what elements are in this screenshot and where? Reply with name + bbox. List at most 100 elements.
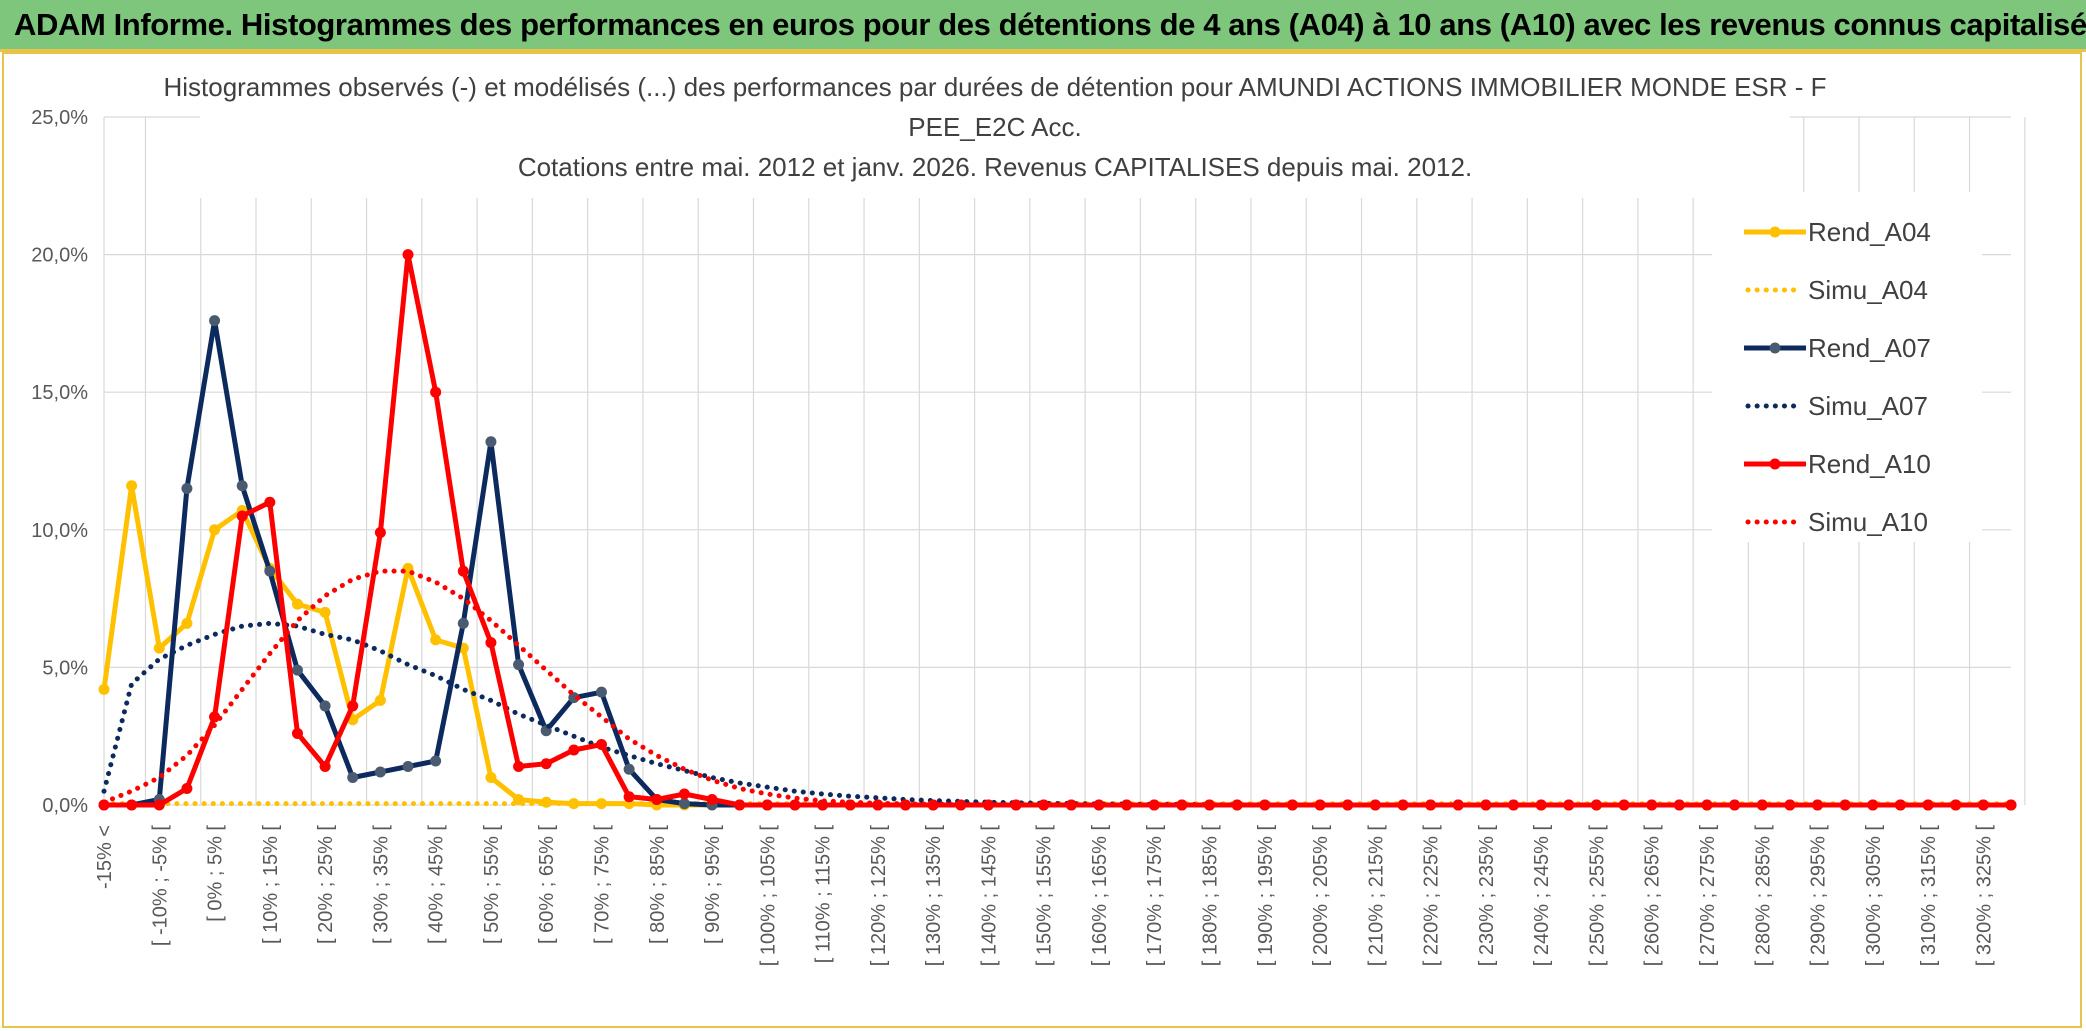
x-tick-label: [ 310% ; 315% [ (1918, 825, 1940, 967)
data-point-rend-a07 (374, 766, 386, 778)
data-point-rend-a04 (485, 771, 497, 783)
x-tick-label: [ 60% ; 65% [ (536, 825, 558, 944)
data-point-rend-a10 (1204, 799, 1216, 811)
data-point-rend-a10 (595, 738, 607, 750)
chart-title-line2: PEE_E2C Acc. (908, 112, 1081, 142)
y-tick-label: 25,0% (31, 107, 88, 129)
data-point-rend-a10 (789, 799, 801, 811)
x-tick-label: [ 250% ; 255% [ (1586, 825, 1608, 967)
data-point-rend-a10 (1314, 799, 1326, 811)
y-tick-label: 20,0% (31, 245, 88, 267)
data-point-rend-a10 (1950, 799, 1962, 811)
data-point-rend-a10 (1369, 799, 1381, 811)
legend-label-rend-a10: Rend_A10 (1808, 449, 1931, 479)
x-tick-label: [ 210% ; 215% [ (1365, 825, 1387, 967)
x-tick-label: [ 110% ; 115% [ (813, 825, 835, 964)
x-tick-label: [ 290% ; 295% [ (1808, 825, 1830, 967)
x-tick-label: [ 120% ; 125% [ (868, 825, 890, 967)
data-point-rend-a07 (347, 771, 359, 783)
x-tick-label: [ 40% ; 45% [ (426, 825, 448, 944)
data-point-rend-a04 (98, 683, 110, 695)
legend-label-rend-a07: Rend_A07 (1808, 333, 1931, 363)
data-point-rend-a10 (181, 782, 193, 794)
data-point-rend-a04 (568, 798, 580, 810)
data-point-rend-a10 (2005, 799, 2017, 811)
data-point-rend-a07 (457, 617, 469, 629)
data-point-rend-a07 (209, 315, 221, 327)
data-point-rend-a07 (181, 483, 193, 495)
data-point-rend-a04 (209, 524, 221, 536)
data-point-rend-a07 (236, 480, 248, 492)
y-tick-label: 5,0% (42, 657, 88, 679)
y-tick-label: 15,0% (31, 382, 88, 404)
data-point-rend-a10 (402, 249, 414, 261)
legend-marker-rend-a04 (1769, 226, 1781, 238)
data-point-rend-a07 (264, 565, 276, 577)
x-tick-label: [ -10% ; -5% [ (149, 825, 171, 947)
x-tick-label: [ 160% ; 165% [ (1089, 825, 1111, 967)
data-point-rend-a04 (181, 617, 193, 629)
legend-marker-rend-a07 (1769, 342, 1781, 354)
legend-label-simu-a07: Simu_A07 (1808, 391, 1928, 421)
legend-label-simu-a04: Simu_A04 (1808, 275, 1928, 305)
legend-label-rend-a04: Rend_A04 (1808, 217, 1931, 247)
data-point-rend-a10 (761, 799, 773, 811)
data-point-rend-a10 (568, 744, 580, 756)
data-point-rend-a07 (595, 686, 607, 698)
data-point-rend-a07 (623, 763, 635, 775)
data-point-rend-a10 (347, 700, 359, 712)
data-point-rend-a10 (540, 758, 552, 770)
data-point-rend-a04 (595, 798, 607, 810)
x-tick-label: [ 0% ; 5% [ (205, 825, 227, 922)
data-point-rend-a10 (264, 496, 276, 508)
chart-subtitle: Cotations entre mai. 2012 et janv. 2026.… (518, 152, 1472, 182)
data-point-rend-a07 (402, 760, 414, 772)
x-tick-label: [ 130% ; 135% [ (923, 825, 945, 967)
series-line-rend-a10 (104, 252, 2011, 808)
data-point-rend-a10 (485, 637, 497, 649)
x-tick-label: [ 140% ; 145% [ (978, 825, 1000, 967)
data-point-rend-a10 (678, 788, 690, 800)
x-tick-label: [ 180% ; 185% [ (1200, 825, 1222, 967)
x-tick-label: [ 230% ; 235% [ (1476, 825, 1498, 967)
data-point-rend-a07 (513, 659, 525, 671)
data-point-rend-a10 (1397, 799, 1409, 811)
data-point-rend-a04 (153, 642, 165, 654)
data-point-rend-a07 (568, 692, 580, 704)
x-tick-label: [ 100% ; 105% [ (757, 825, 779, 967)
data-point-rend-a10 (236, 510, 248, 522)
data-point-rend-a04 (126, 480, 138, 492)
chart-title: Histogrammes observés (-) et modélisés (… (163, 72, 1826, 102)
chart-frame (2, 52, 2082, 1028)
x-tick-label: [ 240% ; 245% [ (1531, 825, 1553, 967)
data-point-rend-a04 (430, 634, 442, 646)
data-point-rend-a10 (319, 760, 331, 772)
data-point-rend-a10 (1977, 799, 1989, 811)
data-point-rend-a10 (126, 799, 138, 811)
x-tick-label: [ 70% ; 75% [ (591, 825, 613, 944)
x-tick-label: [ 10% ; 15% [ (260, 825, 282, 944)
data-point-rend-a10 (651, 793, 663, 805)
x-tick-label: [ 90% ; 95% [ (702, 825, 724, 944)
x-tick-label: [ 260% ; 265% [ (1642, 825, 1664, 967)
x-tick-label: [ 150% ; 155% [ (1034, 825, 1056, 967)
data-point-rend-a04 (374, 694, 386, 706)
data-point-rend-a10 (1922, 799, 1934, 811)
data-point-rend-a10 (1342, 799, 1354, 811)
data-point-rend-a10 (209, 711, 221, 723)
data-point-rend-a10 (153, 799, 165, 811)
data-point-rend-a10 (1452, 799, 1464, 811)
report-banner: ADAM Informe. Histogrammes des performan… (0, 0, 2086, 52)
data-point-rend-a07 (319, 700, 331, 712)
data-point-rend-a10 (513, 760, 525, 772)
data-point-rend-a10 (430, 386, 442, 398)
report-title: ADAM Informe. Histogrammes des performan… (14, 7, 2086, 42)
data-point-rend-a10 (706, 793, 718, 805)
title-background (200, 74, 1790, 198)
legend-background (1712, 192, 1982, 542)
x-tick-label: [ 280% ; 285% [ (1752, 825, 1774, 967)
x-tick-label: [ 80% ; 85% [ (647, 825, 669, 944)
data-point-rend-a10 (734, 799, 746, 811)
data-point-rend-a10 (1425, 799, 1437, 811)
